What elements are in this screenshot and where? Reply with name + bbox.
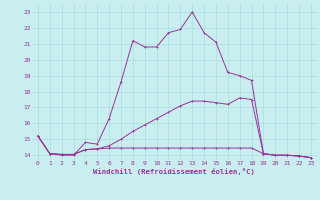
X-axis label: Windchill (Refroidissement éolien,°C): Windchill (Refroidissement éolien,°C) <box>93 168 255 175</box>
